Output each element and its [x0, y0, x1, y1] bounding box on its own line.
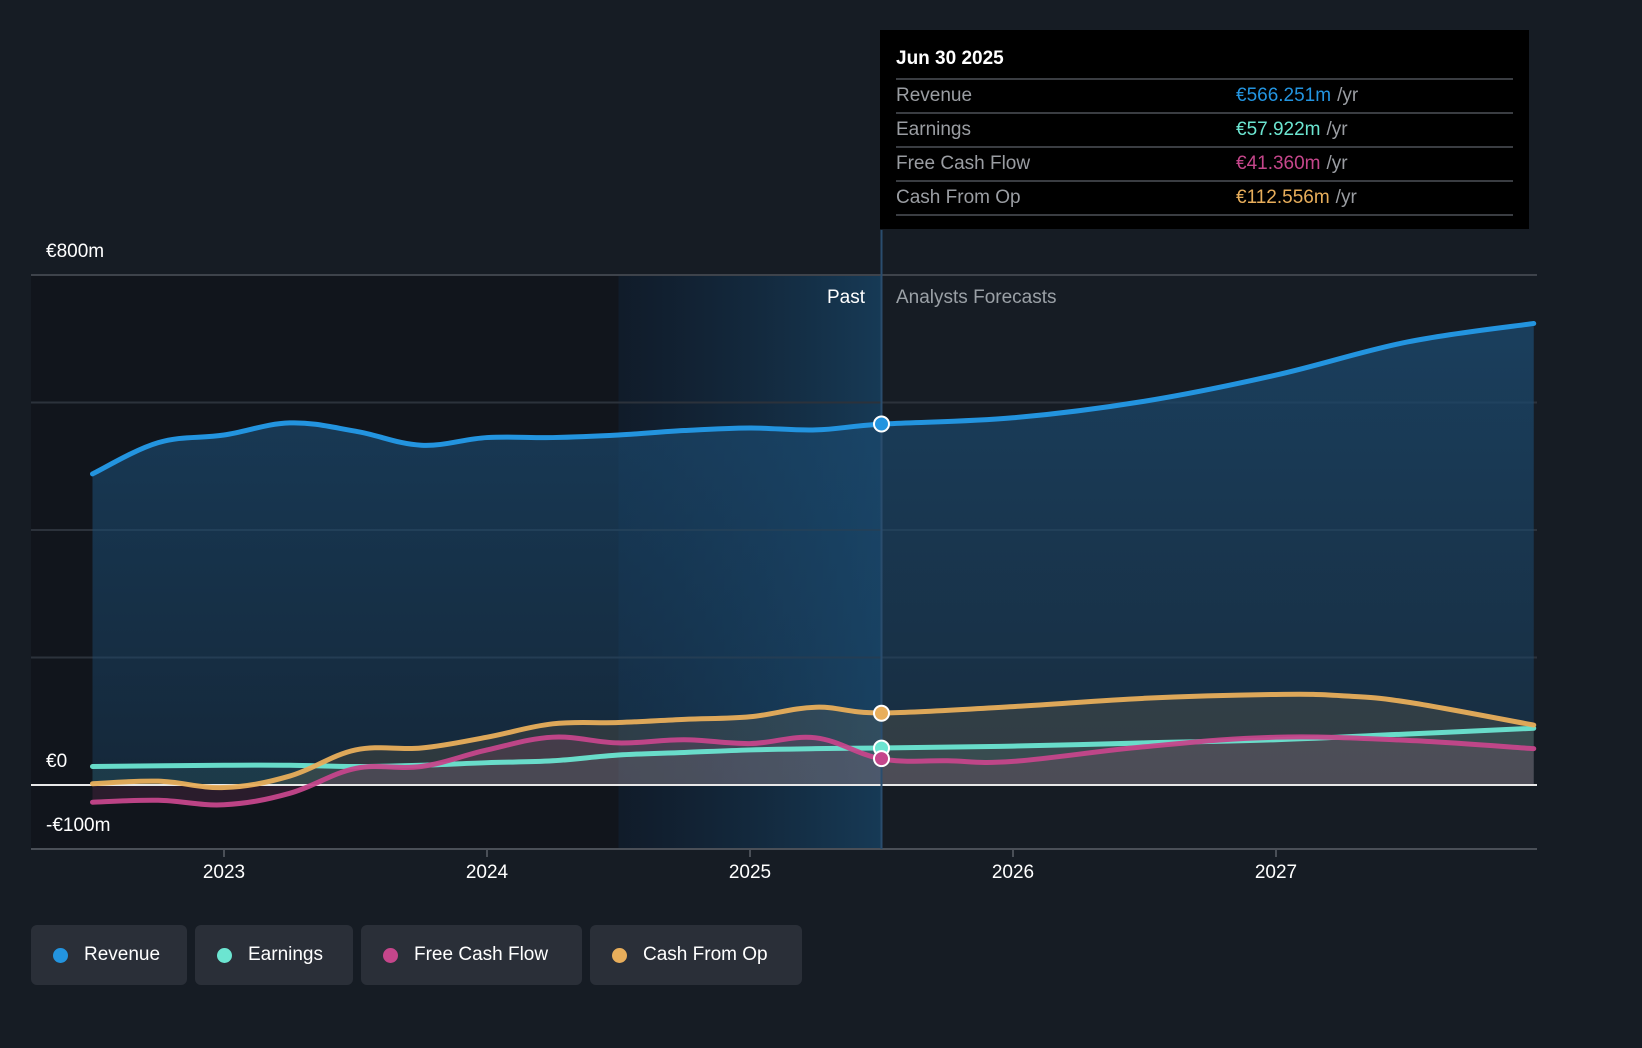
tooltip-label: Cash From Op	[896, 187, 1021, 208]
series-areas	[92, 323, 1534, 805]
area-revenue	[92, 323, 1534, 785]
tooltip-date: Jun 30 2025	[896, 48, 1513, 80]
tooltip-value: €57.922m	[1236, 119, 1321, 140]
legend: Revenue Earnings Free Cash Flow Cash Fro…	[31, 925, 802, 985]
marker-cash-from-op	[873, 704, 890, 722]
tooltip-row-cash-from-op: Cash From Op €112.556m /yr	[896, 182, 1513, 216]
legend-item-revenue[interactable]: Revenue	[31, 925, 187, 985]
tooltip-row-free-cash-flow: Free Cash Flow €41.360m /yr	[896, 148, 1513, 182]
legend-dot-icon	[383, 947, 398, 963]
legend-item-earnings[interactable]: Earnings	[195, 925, 353, 985]
y-tick-label-800: €800m	[46, 241, 105, 262]
highlight-markers	[873, 415, 890, 768]
x-tick-label-2023: 2023	[202, 862, 246, 883]
legend-item-free-cash-flow[interactable]: Free Cash Flow	[361, 925, 582, 985]
legend-label: Cash From Op	[643, 944, 768, 965]
tooltip: Jun 30 2025 Revenue €566.251m /yr Earnin…	[880, 30, 1529, 229]
legend-label: Free Cash Flow	[414, 944, 549, 965]
tooltip-unit: /yr	[1326, 153, 1348, 174]
tooltip-label: Revenue	[896, 85, 973, 106]
tooltip-label: Earnings	[896, 119, 971, 140]
tooltip-row-revenue: Revenue €566.251m /yr	[896, 80, 1513, 114]
tooltip-value: €112.556m	[1236, 187, 1330, 208]
tooltip-row-earnings: Earnings €57.922m /yr	[896, 114, 1513, 148]
legend-label: Earnings	[248, 944, 323, 965]
tooltip-unit: /yr	[1335, 187, 1357, 208]
forecast-region-label: Analysts Forecasts	[896, 287, 1057, 308]
tooltip-label: Free Cash Flow	[896, 153, 1031, 174]
legend-item-cash-from-op[interactable]: Cash From Op	[590, 925, 802, 985]
chart-canvas	[31, 230, 1537, 857]
series-lines	[90, 320, 1537, 808]
past-region-label: Past	[826, 287, 865, 308]
line-free-cash-flow	[90, 734, 1537, 808]
line-cash-from-op	[90, 691, 1537, 791]
x-tick-label-2026: 2026	[991, 862, 1035, 883]
y-tick-label-0: €0	[46, 751, 68, 772]
legend-dot-icon	[217, 947, 232, 963]
marker-free-cash-flow	[873, 750, 890, 768]
x-tick-label-2027: 2027	[1254, 862, 1298, 883]
legend-dot-icon	[612, 947, 627, 963]
x-tick-label-2024: 2024	[465, 862, 509, 883]
tooltip-value: €41.360m	[1236, 153, 1321, 174]
tooltip-unit: /yr	[1326, 119, 1348, 140]
line-revenue	[90, 320, 1537, 477]
marker-revenue	[873, 415, 890, 433]
tooltip-unit: /yr	[1337, 85, 1359, 106]
x-tick-label-2025: 2025	[728, 862, 772, 883]
tooltip-value: €566.251m	[1236, 85, 1332, 106]
y-tick-label-neg100: -€100m	[46, 815, 111, 836]
legend-label: Revenue	[84, 944, 161, 965]
x-ticks	[223, 849, 1277, 857]
legend-dot-icon	[53, 947, 68, 963]
area-free-cash-flow	[92, 736, 1534, 805]
